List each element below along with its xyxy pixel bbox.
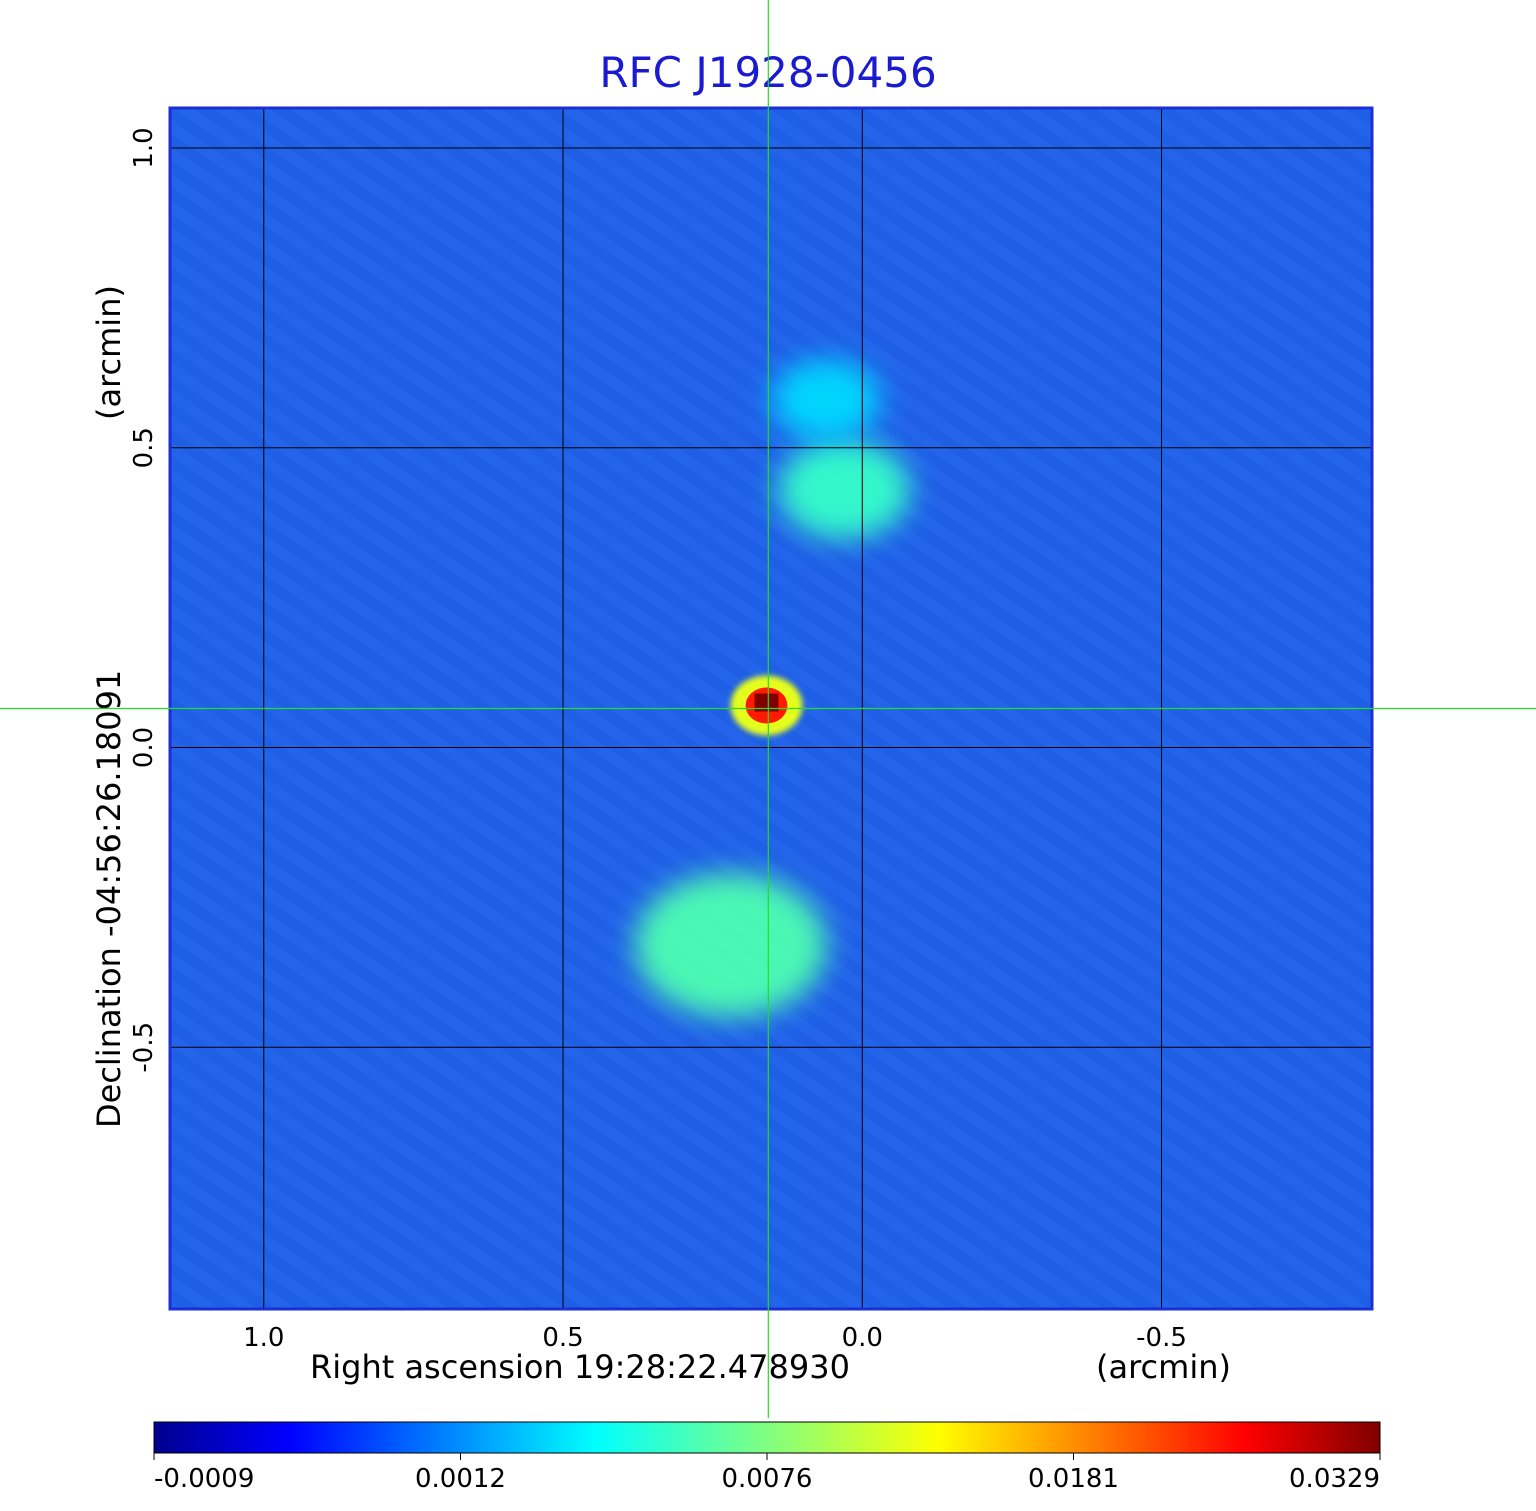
y-tick-1: 0.5 (129, 427, 159, 468)
colorbar-label-3: 0.0181 (1028, 1464, 1119, 1494)
crosshair (0, 0, 1536, 1418)
y-tick-0: 1.0 (129, 127, 159, 168)
colorbar-tick-labels: -0.0009 0.0012 0.0076 0.0181 0.0329 (153, 1453, 1381, 1494)
colorbar-label-0: -0.0009 (154, 1464, 254, 1494)
x-tick-1: 0.5 (542, 1323, 583, 1353)
colorbar-label-2: 0.0076 (722, 1464, 813, 1494)
colorbar-label-1: 0.0012 (415, 1464, 506, 1494)
y-axis-label: Declination -04:56:26.18091 (90, 670, 128, 1128)
x-tick-0: 1.0 (243, 1323, 284, 1353)
component-2 (772, 359, 881, 441)
y-tick-2: 0.0 (129, 727, 159, 768)
x-axis-unit: (arcmin) (1096, 1348, 1231, 1386)
x-axis-label: Right ascension 19:28:22.478930 (310, 1348, 850, 1386)
y-axis-unit: (arcmin) (90, 285, 128, 420)
x-tick-3: -0.5 (1136, 1323, 1187, 1353)
component-3 (634, 873, 827, 1018)
y-tick-3: -0.5 (129, 1022, 159, 1073)
x-tick-2: 0.0 (842, 1323, 883, 1353)
colorbar-label-4: 0.0329 (1289, 1464, 1380, 1494)
colorbar (153, 1421, 1381, 1454)
component-1 (778, 440, 911, 540)
component-0-peak (754, 693, 779, 712)
x-tick-labels: 1.0 0.5 0.0 -0.5 (243, 1323, 1187, 1353)
y-tick-labels: 1.0 0.5 0.0 -0.5 (129, 127, 159, 1072)
